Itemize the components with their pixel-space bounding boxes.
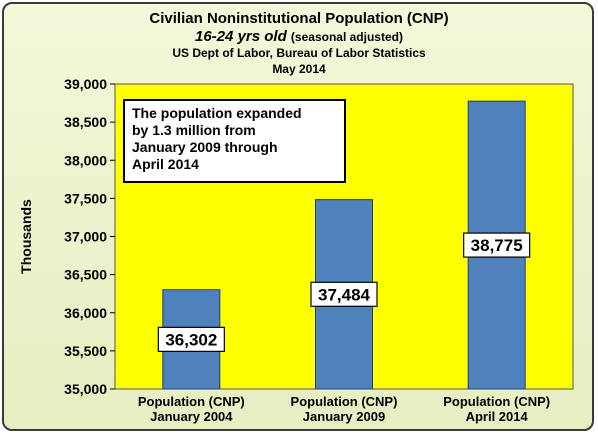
x-category-label: January 2009 — [303, 409, 385, 424]
data-label: 37,484 — [318, 285, 371, 304]
annotation-line: January 2009 through — [132, 139, 278, 155]
chart-date: May 2014 — [272, 62, 326, 76]
y-tick-label: 37,500 — [64, 190, 107, 206]
annotation-line: by 1.3 million from — [132, 122, 256, 138]
annotation-line: April 2014 — [132, 156, 199, 172]
y-tick-label: 39,000 — [64, 76, 107, 92]
chart-title: Civilian Noninstitutional Population (CN… — [149, 10, 449, 27]
data-label: 38,775 — [471, 236, 523, 255]
data-labels: 36,302 37,484 38,775 — [157, 232, 531, 352]
chart-subtitle: 16-24 yrs old (seasonal adjusted) — [0, 28, 598, 45]
y-tick-label: 35,000 — [64, 381, 107, 397]
x-category-label: April 2014 — [466, 409, 529, 424]
annotation-background — [123, 99, 346, 183]
y-tick-label: 36,000 — [64, 305, 107, 321]
data-label-box — [310, 281, 378, 307]
x-category-label: Population (CNP) — [138, 394, 245, 409]
annotation-line: The population expanded — [132, 105, 302, 121]
chart-source: US Dept of Labor, Bureau of Labor Statis… — [172, 46, 426, 60]
data-label: 36,302 — [165, 330, 217, 349]
y-tick-label: 38,500 — [64, 114, 107, 130]
y-tick-label: 35,500 — [64, 343, 107, 359]
subtitle-age-range: 16-24 yrs old — [195, 28, 287, 45]
y-tick-label: 38,000 — [64, 152, 107, 168]
data-label-box — [463, 232, 531, 258]
data-label-box — [157, 326, 225, 352]
x-category-label: January 2004 — [150, 409, 233, 424]
subtitle-note: (seasonal adjusted) — [290, 30, 403, 44]
x-category-label: Population (CNP) — [443, 394, 550, 409]
y-axis-ticks: 35,000 35,500 36,000 36,500 37,000 37,500 38,0… — [64, 76, 115, 397]
y-axis-label: Thousands — [18, 199, 34, 274]
x-category-label: Population (CNP) — [291, 394, 398, 409]
y-tick-label: 37,000 — [64, 229, 107, 245]
y-tick-label: 36,500 — [64, 267, 107, 283]
